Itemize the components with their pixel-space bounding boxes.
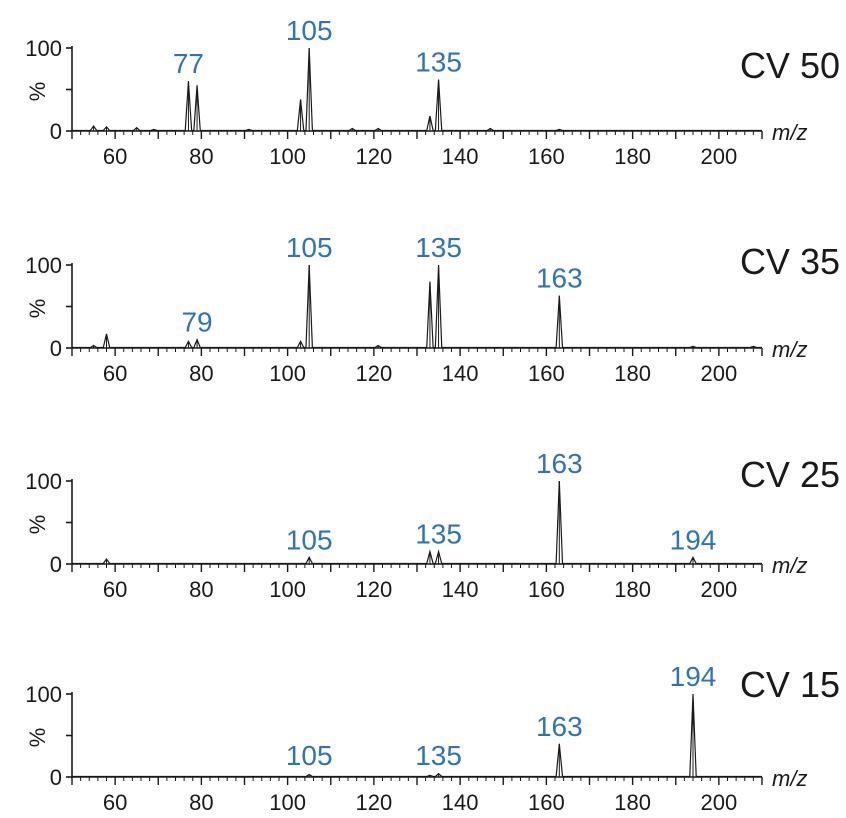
x-axis-label: m/z: [772, 120, 807, 145]
y-tick-label: 0: [50, 552, 62, 577]
x-axis-label: m/z: [772, 553, 807, 578]
x-tick-label: 100: [269, 577, 306, 602]
x-tick-label: 120: [356, 790, 393, 815]
x-tick-label: 60: [103, 144, 127, 169]
x-tick-label: 60: [103, 790, 127, 815]
spectrum-trace: [72, 480, 762, 565]
x-tick-label: 60: [103, 361, 127, 386]
x-axis-label: m/z: [772, 337, 807, 362]
x-tick-label: 180: [614, 577, 651, 602]
y-tick-label: 0: [50, 336, 62, 361]
peak-label: 194: [670, 661, 717, 692]
x-tick-label: 100: [269, 144, 306, 169]
x-tick-label: 60: [103, 577, 127, 602]
x-tick-label: 120: [356, 361, 393, 386]
peak-label: 163: [536, 263, 583, 294]
y-tick-label: 0: [50, 765, 62, 790]
x-tick-label: 160: [528, 577, 565, 602]
peak-label: 105: [286, 740, 333, 771]
y-tick-label: 100: [25, 682, 62, 707]
panel-title: CV 35: [740, 241, 840, 282]
spectrum-panel: 0 100% 60 80 100 120 140 160 180 200 m/z CV 35 79 105…: [25, 232, 840, 386]
x-tick-label: 140: [442, 361, 479, 386]
x-axis-label: m/z: [772, 766, 807, 791]
peak-label: 135: [415, 519, 462, 550]
x-tick-label: 180: [614, 361, 651, 386]
x-tick-label: 200: [701, 361, 738, 386]
peak-label: 105: [286, 232, 333, 263]
peak-label: 77: [173, 48, 204, 79]
y-tick-label: 0: [50, 119, 62, 144]
spectrum-panel: 0 100% 60 80 100 120 140 160 180 200 m/z CV 25 105 13…: [25, 448, 840, 602]
x-tick-label: 140: [442, 144, 479, 169]
panel-title: CV 50: [740, 45, 840, 86]
x-tick-label: 160: [528, 144, 565, 169]
x-tick-label: 100: [269, 790, 306, 815]
y-axis-label: %: [25, 82, 50, 102]
x-tick-label: 180: [614, 790, 651, 815]
x-tick-label: 80: [189, 790, 213, 815]
spectrum-panel: 0 100% 60 80 100 120 140 160 180 200 m/z CV 50 77 105…: [25, 15, 840, 169]
peak-label: 194: [670, 524, 717, 555]
peak-label: 135: [415, 47, 462, 78]
x-tick-label: 200: [701, 144, 738, 169]
y-axis-label: %: [25, 515, 50, 535]
x-tick-label: 180: [614, 144, 651, 169]
peak-label: 135: [415, 740, 462, 771]
x-tick-label: 160: [528, 361, 565, 386]
peak-label: 105: [286, 524, 333, 555]
peak-label: 163: [536, 448, 583, 479]
x-tick-label: 100: [269, 361, 306, 386]
x-tick-label: 140: [442, 577, 479, 602]
x-tick-label: 120: [356, 144, 393, 169]
spectrum-trace: [72, 264, 762, 349]
y-axis-label: %: [25, 299, 50, 319]
spectrum-panel: 0 100% 60 80 100 120 140 160 180 200 m/z CV 15 105 13…: [25, 661, 840, 815]
x-tick-label: 120: [356, 577, 393, 602]
x-tick-label: 80: [189, 361, 213, 386]
peak-label: 163: [536, 711, 583, 742]
peak-label: 135: [415, 232, 462, 263]
y-axis-label: %: [25, 728, 50, 748]
x-tick-label: 80: [189, 144, 213, 169]
y-tick-label: 100: [25, 36, 62, 61]
y-tick-label: 100: [25, 469, 62, 494]
x-tick-label: 140: [442, 790, 479, 815]
peak-label: 105: [286, 15, 333, 46]
y-tick-label: 100: [25, 253, 62, 278]
panel-title: CV 25: [740, 454, 840, 495]
x-tick-label: 160: [528, 790, 565, 815]
x-tick-label: 200: [701, 577, 738, 602]
peak-label: 79: [181, 307, 212, 338]
panel-title: CV 15: [740, 664, 840, 705]
x-tick-label: 80: [189, 577, 213, 602]
x-tick-label: 200: [701, 790, 738, 815]
